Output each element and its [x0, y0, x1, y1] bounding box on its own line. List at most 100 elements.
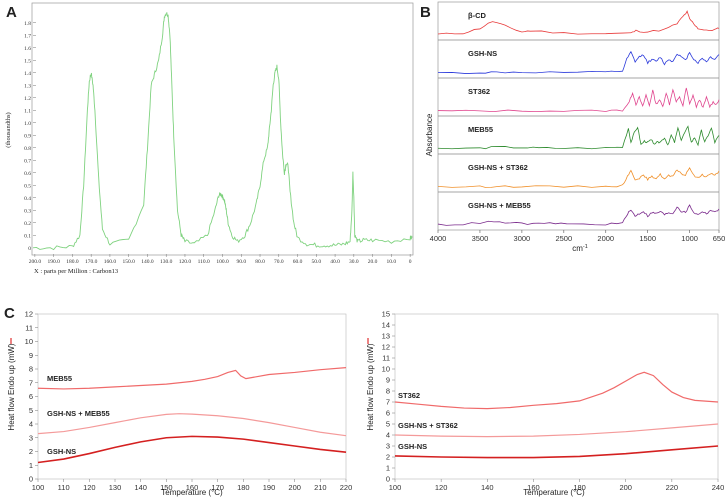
panel-c-x-tick-label: 100: [32, 483, 45, 492]
panel-c2-series-label: GSH-NS + ST362: [398, 421, 458, 430]
panel-c2-y-tick-label: 13: [382, 332, 390, 341]
panel-c-series-label: GSH-NS: [47, 447, 76, 456]
panel-c2-y-tick-label: 12: [382, 343, 390, 352]
panel-c2-series-line: [394, 423, 719, 438]
panel-a-x-tick-label: 80.0: [255, 259, 265, 265]
panel-b-series-label: GSH-NS: [468, 49, 497, 58]
panel-b-series-label: GSH-NS + ST362: [468, 163, 528, 172]
panel-c2-y-tick-label: 14: [382, 321, 390, 330]
panel-c-x-tick-label: 220: [340, 483, 353, 492]
panel-b-x-tick-label: 1000: [681, 234, 698, 243]
panel-a-x-tick-label: 20.0: [368, 259, 378, 265]
panel-c2-x-axis-label: Temperature (°C): [523, 488, 585, 497]
panel-c2-y-tick-label: 15: [382, 310, 390, 319]
panel-letter-a: A: [6, 4, 17, 21]
panel-c2-y-tick-label: 1: [386, 464, 390, 473]
panel-c-series-label: MEB55: [47, 374, 72, 383]
panel-c-y-tick-label: 7: [29, 378, 33, 387]
panel-c2-x-tick-label: 160: [527, 483, 540, 492]
panel-a-y-tick-label: 1.1: [24, 108, 31, 114]
panel-a-x-tick-label: 170.0: [85, 259, 98, 265]
panel-c-y-tick-label: 10: [25, 337, 33, 346]
panel-c-y-tick-label: 8: [29, 365, 33, 374]
panel-a-x-tick-label: 50.0: [311, 259, 321, 265]
panel-c-y-tick-label: 0: [29, 475, 33, 484]
panel-c2-y-tick-label: 0: [386, 475, 390, 484]
panel-c-y-tick-label: 1: [29, 461, 33, 470]
panel-c-x-tick-label: 150: [160, 483, 173, 492]
panel-c2-series-line: [394, 371, 719, 410]
panel-c2-y-tick-label: 3: [386, 442, 390, 451]
panel-b-series-line: [437, 10, 720, 35]
panel-a-y-tick-label: 1.4: [24, 71, 31, 77]
panel-b-series-line: [437, 50, 720, 74]
panel-a-y-tick-label: 1.7: [24, 33, 31, 39]
panel-c2-y-tick-label: 2: [386, 453, 390, 462]
panel-b-series-line: [437, 87, 720, 113]
panel-c-series-line: [37, 435, 347, 464]
panel-a-y-tick-label: 0.6: [24, 171, 31, 177]
panel-c2-x-tick-label: 120: [435, 483, 448, 492]
panel-b-x-tick-label: 1500: [639, 234, 656, 243]
panel-c-y-axis-label: Heat flow Endo up (mW): [7, 343, 16, 430]
panel-a-x-tick-label: 10.0: [387, 259, 397, 265]
panel-c2-frame: [394, 313, 719, 480]
panel-b-series-line: [437, 204, 720, 226]
panel-c-x-tick-label: 190: [263, 483, 276, 492]
panel-a-y-tick-label: 0.3: [24, 208, 31, 214]
panel-c-x-tick-label: 120: [83, 483, 96, 492]
panel-c2-series-label: GSH-NS: [398, 442, 427, 451]
panel-a-y-axis-label: (thousandths): [5, 112, 12, 147]
panel-b-series-label: MEB55: [468, 125, 493, 134]
panel-a-y-tick-label: 1.3: [24, 83, 31, 89]
panel-c-x-axis-label: Temperature (°C): [161, 488, 223, 497]
panel-c2-y-tick-label: 9: [386, 376, 390, 385]
panel-b-x-tick-label: 2000: [597, 234, 614, 243]
panel-a-x-tick-label: 190.0: [47, 259, 60, 265]
panel-a-x-tick-label: 140.0: [141, 259, 154, 265]
panel-b-series-label: GSH-NS + MEB55: [468, 201, 531, 210]
panel-c-series-label: GSH-NS + MEB55: [47, 409, 110, 418]
panel-c-y-tick-label: 2: [29, 447, 33, 456]
panel-a-y-tick-label: 1.5: [24, 58, 31, 64]
panel-a-x-tick-label: 150.0: [123, 259, 136, 265]
panel-b-series-label: β-CD: [468, 11, 486, 20]
panel-c2-x-tick-label: 180: [573, 483, 586, 492]
panel-c-x-tick-label: 180: [237, 483, 250, 492]
panel-c-y-tick-label: 3: [29, 433, 33, 442]
panel-c-y-tick-label: 4: [29, 420, 33, 429]
panel-b-x-tick-label: 650: [713, 234, 725, 243]
panel-a-x-tick-label: 90.0: [236, 259, 246, 265]
panel-c-x-tick-label: 110: [58, 483, 70, 492]
panel-c2-series-line: [394, 445, 719, 459]
panel-b-x-tick-label: 3500: [472, 234, 489, 243]
panel-b-x-tick-label: 4000: [430, 234, 447, 243]
panel-a-y-tick-label: 1.8: [24, 21, 31, 27]
panel-a-y-tick-label: 0.2: [24, 221, 31, 227]
panel-a-y-tick-label: 0: [28, 246, 31, 252]
panel-a-x-tick-label: 110.0: [198, 259, 210, 265]
panel-b-x-axis-label-sup: -1: [583, 244, 588, 250]
panel-a-y-tick-label: 0.9: [24, 133, 31, 139]
panel-b-x-axis-label-base: cm: [572, 244, 583, 253]
panel-c2-x-tick-label: 220: [666, 483, 679, 492]
panel-c-series-line: [37, 367, 347, 390]
panel-a-x-tick-label: 60.0: [293, 259, 303, 265]
panel-b-x-tick-label: 3000: [514, 234, 531, 243]
panel-a-y-tick-label: 0.5: [24, 183, 31, 189]
panel-b-x-axis-label: cm-1: [572, 244, 588, 253]
panel-c2-y-tick-label: 5: [386, 420, 390, 429]
panel-a-x-tick-label: 70.0: [274, 259, 284, 265]
panel-c-y-tick-label: 11: [25, 323, 33, 332]
panel-c2-y-tick-label: 6: [386, 409, 390, 418]
panel-b-series-label: ST362: [468, 87, 490, 96]
panel-c-y-tick-label: 6: [29, 392, 33, 401]
panel-c-x-tick-label: 210: [314, 483, 327, 492]
panel-a-x-axis-label: X : parts per Million : Carbon13: [34, 268, 118, 275]
panel-c2-x-tick-label: 240: [712, 483, 725, 492]
panel-c2-y-tick-label: 4: [386, 431, 390, 440]
panel-c2-y-tick-label: 10: [382, 365, 390, 374]
panel-c-x-tick-label: 200: [288, 483, 301, 492]
panel-c-x-tick-label: 130: [109, 483, 122, 492]
